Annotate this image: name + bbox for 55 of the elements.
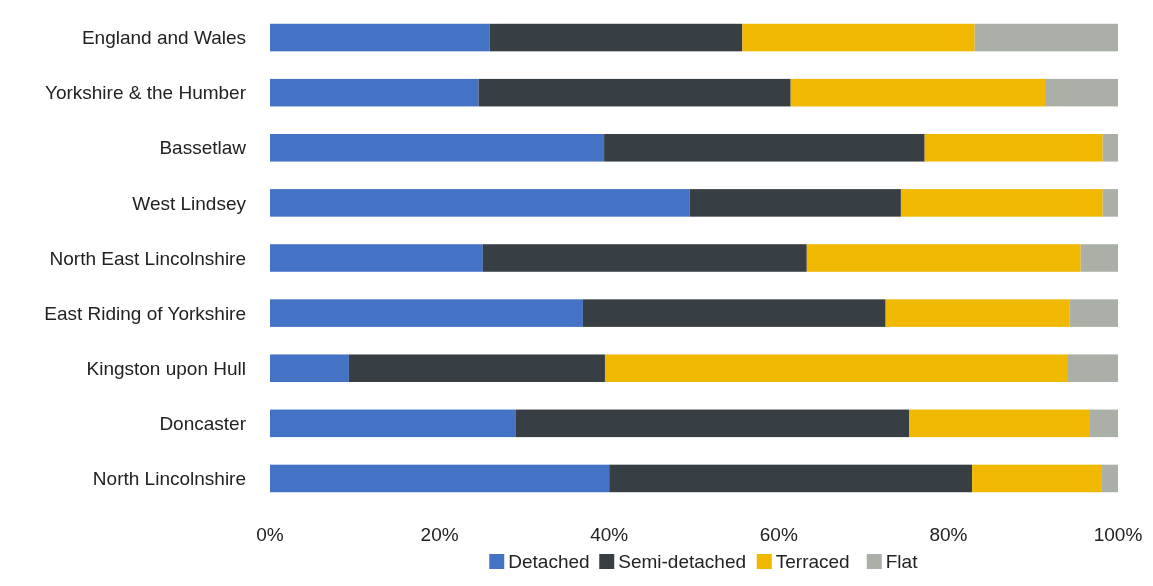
bar xyxy=(270,23,490,52)
legend-label: Semi-detached xyxy=(618,551,747,573)
legend-label: Terraced xyxy=(775,551,850,573)
bar xyxy=(270,189,690,217)
bar xyxy=(482,244,807,272)
bar xyxy=(1102,134,1118,162)
bar xyxy=(270,409,516,438)
x-tick-label: 80% xyxy=(929,524,968,545)
bar xyxy=(1080,244,1118,272)
bar xyxy=(790,78,1046,107)
bar xyxy=(972,464,1102,493)
bar xyxy=(1045,78,1118,107)
bar xyxy=(478,78,791,107)
legend-label: Detached xyxy=(508,551,590,573)
bar xyxy=(1067,354,1118,382)
bar xyxy=(909,409,1091,438)
bar xyxy=(270,134,605,162)
bar xyxy=(489,23,743,52)
bar xyxy=(974,23,1118,52)
y-tick-label: Yorkshire & the Humber xyxy=(44,82,247,104)
bar xyxy=(270,299,583,327)
y-tick-label: Doncaster xyxy=(159,412,247,434)
bar xyxy=(515,409,910,438)
bar xyxy=(609,464,973,493)
bar xyxy=(1101,464,1118,493)
bar xyxy=(1069,299,1118,327)
bar xyxy=(1102,189,1118,217)
y-tick-label: North Lincolnshire xyxy=(92,468,246,490)
bar xyxy=(270,244,483,272)
legend-label: Flat xyxy=(885,551,919,573)
bar xyxy=(582,299,886,327)
y-tick-label: West Lindsey xyxy=(132,192,247,214)
bar xyxy=(270,354,349,382)
x-tick-label: 60% xyxy=(759,524,798,545)
bar xyxy=(270,78,479,107)
bar xyxy=(689,189,901,217)
bar xyxy=(742,23,975,52)
y-tick-label: England and Wales xyxy=(81,27,246,49)
y-tick-label: Kingston upon Hull xyxy=(86,357,246,379)
x-tick-label: 0% xyxy=(256,524,284,545)
bar xyxy=(806,244,1081,272)
bar xyxy=(885,299,1070,327)
y-tick-label: Bassetlaw xyxy=(159,137,247,159)
y-tick-label: East Riding of Yorkshire xyxy=(44,302,246,324)
bar xyxy=(604,134,925,162)
bar xyxy=(1090,409,1118,438)
x-tick-label: 20% xyxy=(420,524,459,545)
x-tick-label: 40% xyxy=(590,524,629,545)
y-tick-label: North East Lincolnshire xyxy=(49,247,246,269)
bar xyxy=(270,464,610,493)
bar xyxy=(924,134,1103,162)
bar xyxy=(348,354,605,382)
bar xyxy=(900,189,1103,217)
x-tick-label: 100% xyxy=(1093,524,1143,545)
bar xyxy=(604,354,1068,382)
